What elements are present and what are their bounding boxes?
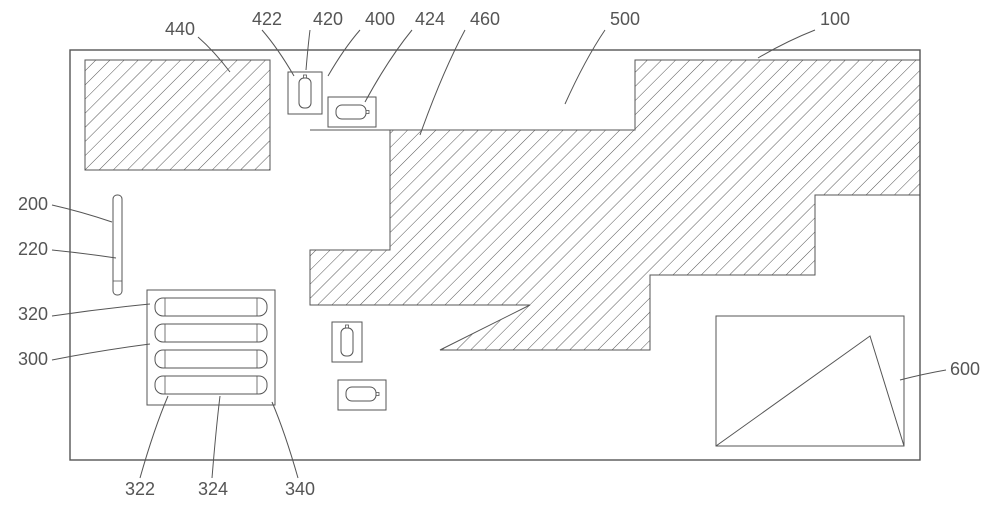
cylinder-rack-320 <box>147 290 275 405</box>
hatched-region-500 <box>310 60 920 350</box>
leader-100 <box>758 30 815 58</box>
panel-600-flap <box>716 336 904 446</box>
label-220: 220 <box>18 239 48 259</box>
label-100: 100 <box>820 9 850 29</box>
leader-324 <box>212 396 220 478</box>
label-460: 460 <box>470 9 500 29</box>
leader-400 <box>328 30 360 76</box>
label-322: 322 <box>125 479 155 499</box>
panel-600 <box>716 316 904 446</box>
label-320: 320 <box>18 304 48 324</box>
leader-460 <box>420 30 465 135</box>
label-440: 440 <box>165 19 195 39</box>
technical-diagram: 100 500 460 424 400 420 422 440 200 220 320 300 322 3… <box>0 0 1000 512</box>
label-340: 340 <box>285 479 315 499</box>
leader-320 <box>52 304 150 316</box>
label-422: 422 <box>252 9 282 29</box>
cylinder-0 <box>155 298 267 316</box>
leader-424 <box>365 30 412 102</box>
label-324: 324 <box>198 479 228 499</box>
leader-300 <box>52 344 150 360</box>
hatched-region-440 <box>85 60 270 170</box>
leader-220 <box>52 250 116 258</box>
label-500: 500 <box>610 9 640 29</box>
label-300: 300 <box>18 349 48 369</box>
leader-500 <box>565 30 605 104</box>
label-420: 420 <box>313 9 343 29</box>
leader-322 <box>140 396 168 478</box>
cylinder-2 <box>155 350 267 368</box>
leader-340 <box>272 402 298 478</box>
label-400: 400 <box>365 9 395 29</box>
label-424: 424 <box>415 9 445 29</box>
leader-600 <box>900 370 946 380</box>
label-200: 200 <box>18 194 48 214</box>
leader-200 <box>52 205 112 222</box>
label-600: 600 <box>950 359 980 379</box>
cylinder-1 <box>155 324 267 342</box>
cylinder-3 <box>155 376 267 394</box>
vertical-tube-200 <box>113 195 122 295</box>
